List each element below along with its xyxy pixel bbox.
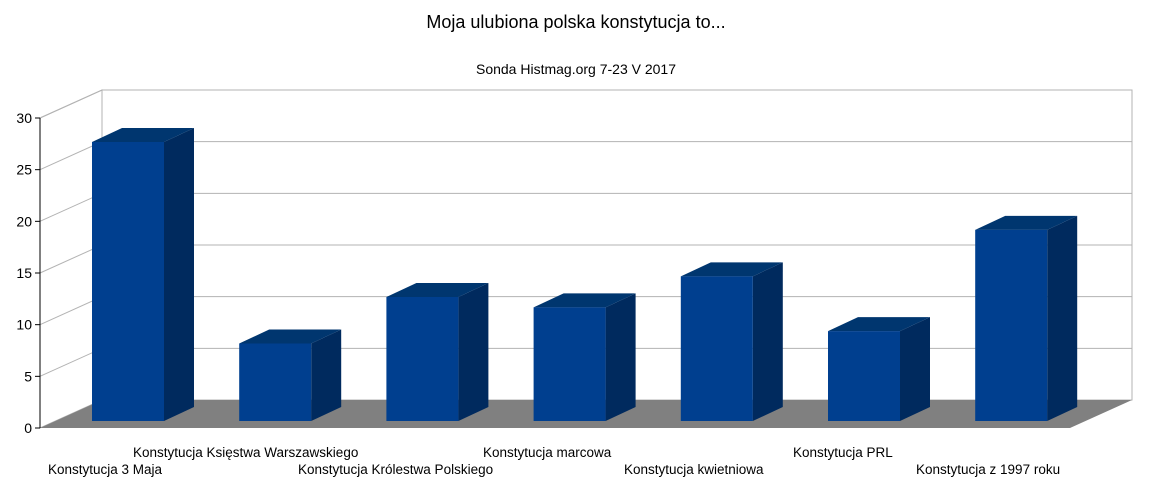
chart-subtitle: Sonda Histmag.org 7-23 V 2017 — [476, 61, 676, 77]
y-axis: 0 5 10 15 20 25 30 — [16, 110, 41, 436]
bar-front — [828, 331, 900, 421]
x-tick-label: Konstytucja z 1997 roku — [916, 462, 1060, 477]
x-tick-label: Konstytucja 3 Maja — [48, 462, 163, 477]
bar-top — [386, 283, 489, 297]
bar-top — [533, 293, 636, 308]
bar-top — [239, 329, 342, 344]
x-tick-label: Konstytucja marcowa — [483, 445, 612, 460]
y-tick-label: 10 — [16, 317, 32, 333]
bar — [386, 283, 489, 421]
bar — [828, 317, 930, 421]
bar-top — [92, 128, 194, 142]
bar-front — [239, 343, 312, 421]
x-axis-labels: Konstytucja 3 Maja Konstytucja Księstwa W… — [48, 445, 1060, 477]
bar-front — [680, 276, 753, 421]
chart-title: Moja ulubiona polska konstytucja to... — [426, 12, 725, 32]
bar-front — [533, 307, 606, 421]
bar — [92, 128, 194, 421]
bar-side — [458, 283, 489, 421]
bar — [533, 293, 636, 421]
y-tick-label: 25 — [16, 162, 32, 178]
x-tick-label: Konstytucja PRL — [793, 445, 893, 460]
y-tick-label: 0 — [24, 420, 32, 436]
bar-top — [975, 215, 1078, 230]
bar-side — [311, 329, 342, 421]
x-tick-label: Konstytucja Królestwa Polskiego — [298, 462, 493, 477]
bar-side — [605, 293, 636, 421]
y-tick-label: 5 — [24, 368, 32, 384]
bar-front — [975, 229, 1048, 421]
bar-front — [386, 297, 459, 421]
y-tick-label: 20 — [16, 213, 32, 229]
bar-front — [92, 142, 164, 421]
bar-top — [828, 317, 930, 332]
bars — [92, 128, 1078, 421]
bar-side — [752, 262, 783, 421]
bar — [975, 215, 1078, 421]
bar — [239, 329, 342, 421]
bar — [680, 262, 783, 421]
bar-top — [680, 262, 783, 277]
x-tick-label: Konstytucja kwietniowa — [624, 462, 764, 477]
x-tick-label: Konstytucja Księstwa Warszawskiego — [133, 445, 358, 460]
bar-side — [164, 128, 194, 421]
grid-line — [39, 89, 1132, 119]
y-tick-label: 30 — [16, 110, 32, 126]
bar-side — [1047, 215, 1078, 421]
y-tick-label: 15 — [16, 265, 32, 281]
bar-side — [900, 317, 930, 421]
